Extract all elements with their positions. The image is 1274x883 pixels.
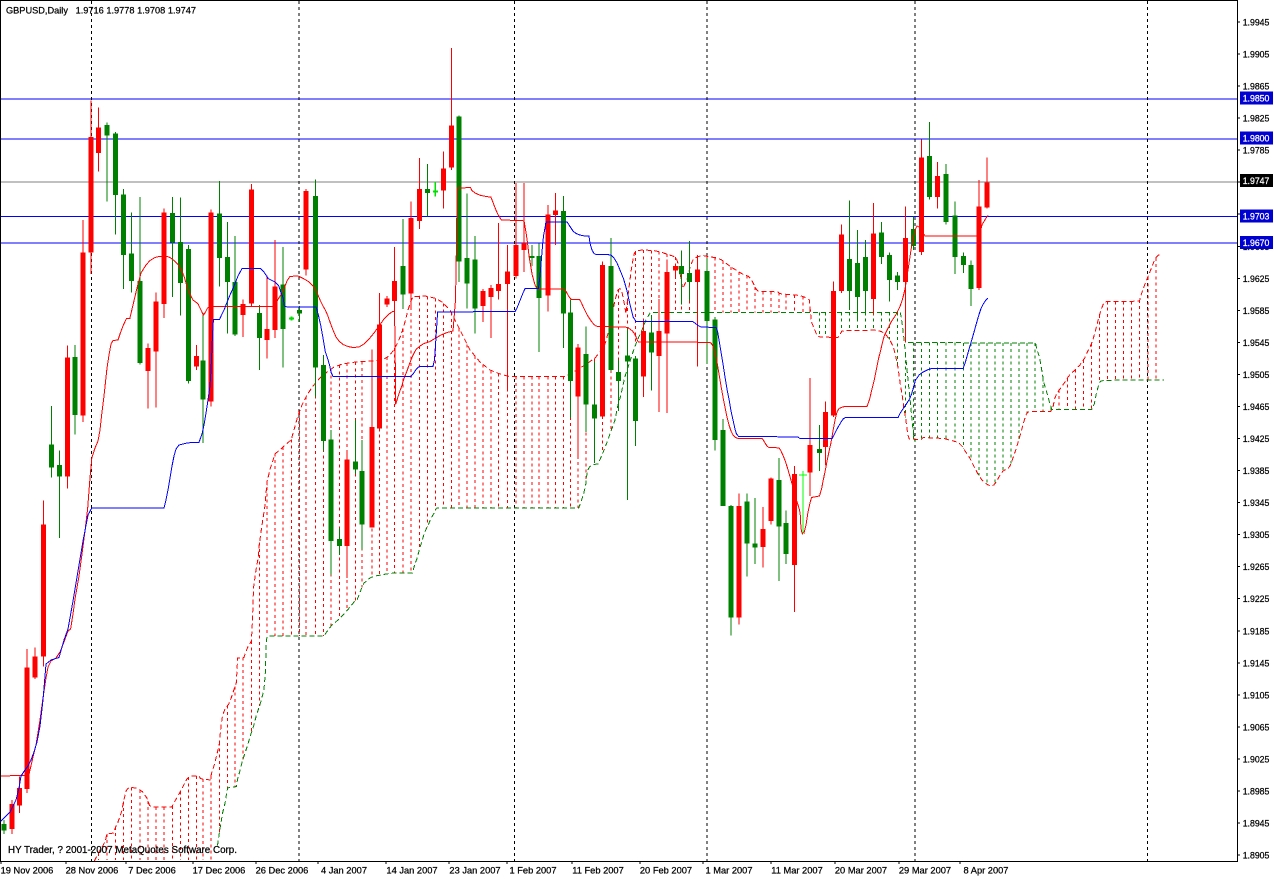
- svg-text:GBPUSD,Daily 1.9716 1.9778 1: GBPUSD,Daily 1.9716 1.9778 1.9708 1.9747: [6, 6, 196, 17]
- svg-text:7 Dec 2006: 7 Dec 2006: [128, 866, 176, 876]
- svg-text:1.9825: 1.9825: [1243, 114, 1270, 124]
- svg-text:1.9145: 1.9145: [1243, 658, 1270, 668]
- svg-text:1.9670: 1.9670: [1243, 238, 1270, 248]
- svg-text:1 Mar 2007: 1 Mar 2007: [705, 866, 752, 876]
- svg-text:1.9385: 1.9385: [1243, 466, 1270, 476]
- svg-text:29 Mar 2007: 29 Mar 2007: [899, 866, 951, 876]
- svg-text:1.9465: 1.9465: [1243, 402, 1270, 412]
- svg-text:1.9800: 1.9800: [1243, 134, 1270, 144]
- svg-text:4 Jan 2007: 4 Jan 2007: [321, 866, 367, 876]
- svg-text:1.9625: 1.9625: [1243, 274, 1270, 284]
- svg-text:14 Jan 2007: 14 Jan 2007: [386, 866, 437, 876]
- svg-text:1.9345: 1.9345: [1243, 498, 1270, 508]
- svg-text:1.9425: 1.9425: [1243, 434, 1270, 444]
- svg-text:1.9505: 1.9505: [1243, 370, 1270, 380]
- svg-text:26 Dec 2006: 26 Dec 2006: [256, 866, 309, 876]
- svg-text:1.9703: 1.9703: [1243, 211, 1270, 221]
- svg-text:1.9025: 1.9025: [1243, 754, 1270, 764]
- svg-text:8 Apr 2007: 8 Apr 2007: [964, 866, 1009, 876]
- svg-text:1.9585: 1.9585: [1243, 306, 1270, 316]
- svg-text:1.9865: 1.9865: [1243, 82, 1270, 92]
- svg-text:11 Mar 2007: 11 Mar 2007: [771, 866, 823, 876]
- svg-text:1.9305: 1.9305: [1243, 530, 1270, 540]
- svg-text:11 Feb 2007: 11 Feb 2007: [572, 866, 624, 876]
- svg-text:1.9545: 1.9545: [1243, 338, 1270, 348]
- svg-text:1.8985: 1.8985: [1243, 787, 1270, 797]
- svg-text:1.9747: 1.9747: [1243, 176, 1270, 186]
- svg-text:1.9185: 1.9185: [1243, 626, 1270, 636]
- svg-text:1 Feb 2007: 1 Feb 2007: [509, 866, 556, 876]
- svg-text:1.9065: 1.9065: [1243, 722, 1270, 732]
- svg-text:1.9905: 1.9905: [1243, 50, 1270, 60]
- svg-text:28 Nov 2006: 28 Nov 2006: [66, 866, 119, 876]
- svg-text:HY Trader, ? 2001-2007 MetaQuo: HY Trader, ? 2001-2007 MetaQuotes Softwa…: [8, 845, 237, 856]
- svg-text:17 Dec 2006: 17 Dec 2006: [193, 866, 246, 876]
- svg-text:1.9225: 1.9225: [1243, 594, 1270, 604]
- svg-text:19 Nov 2006: 19 Nov 2006: [1, 866, 54, 876]
- svg-text:1.9265: 1.9265: [1243, 562, 1270, 572]
- svg-text:20 Feb 2007: 20 Feb 2007: [640, 866, 692, 876]
- svg-text:1.9105: 1.9105: [1243, 690, 1270, 700]
- svg-text:1.8945: 1.8945: [1243, 819, 1270, 829]
- svg-text:20 Mar 2007: 20 Mar 2007: [835, 866, 887, 876]
- svg-text:23 Jan 2007: 23 Jan 2007: [449, 866, 500, 876]
- svg-text:1.9785: 1.9785: [1243, 146, 1270, 156]
- svg-text:1.8905: 1.8905: [1243, 851, 1270, 861]
- svg-text:1.9850: 1.9850: [1243, 94, 1270, 104]
- svg-text:1.9945: 1.9945: [1243, 18, 1270, 28]
